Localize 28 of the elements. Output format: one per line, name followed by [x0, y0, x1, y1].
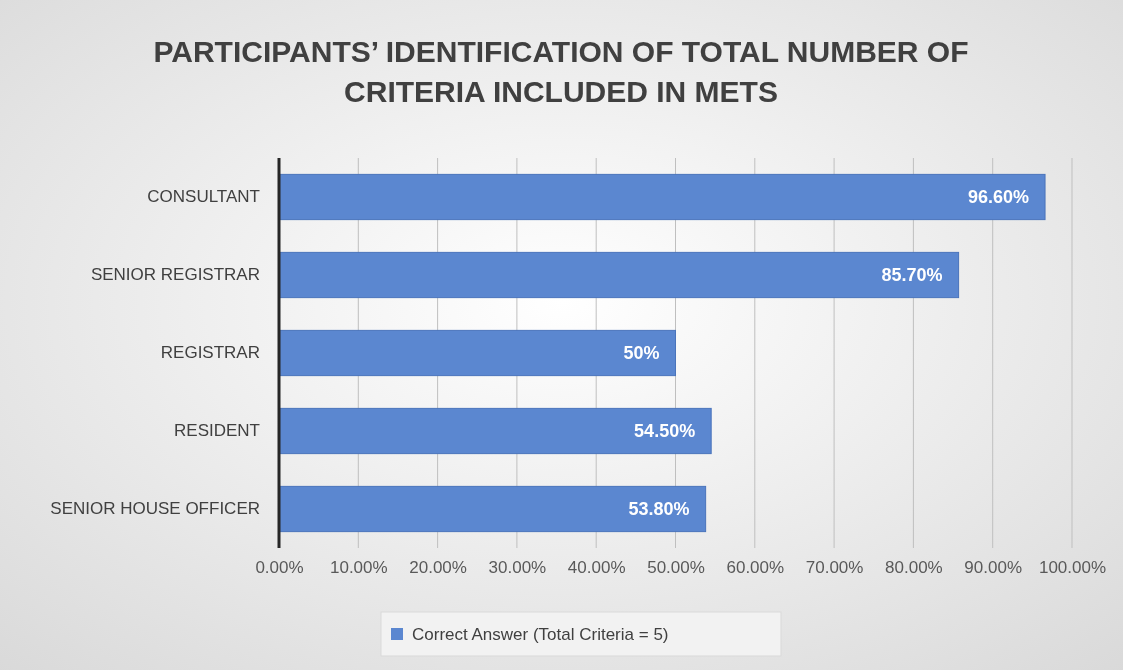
bar	[278, 251, 960, 299]
data-label: 50%	[623, 343, 660, 364]
x-tick-label: 10.00%	[329, 558, 388, 577]
y-tick-label: CONSULTANT	[147, 187, 260, 207]
bar	[278, 173, 1046, 221]
x-tick-label: 60.00%	[726, 558, 785, 577]
bar	[278, 329, 676, 377]
x-tick-label: 0.00%	[255, 558, 304, 577]
x-tick-label: 40.00%	[567, 558, 626, 577]
data-label: 96.60%	[967, 187, 1030, 208]
x-tick-label: 50.00%	[647, 558, 705, 577]
data-label: 85.70%	[881, 265, 943, 286]
bar	[278, 407, 712, 455]
data-label: 54.50%	[634, 421, 696, 442]
text: Correct Answer (Total Criteria = 5)	[412, 625, 669, 644]
y-tick-label: REGISTRAR	[160, 343, 260, 363]
y-tick-label: SENIOR HOUSE OFFICER	[50, 499, 260, 519]
x-tick-label: 80.00%	[885, 558, 943, 577]
data-label: 53.80%	[628, 499, 690, 520]
x-tick-label: 100.00%	[1038, 558, 1107, 577]
chart-title: PARTICIPANTS’ IDENTIFICATION OF TOTAL NUMBER OF CRITERIA INCLUDED IN METS	[153, 35, 969, 108]
x-tick-label: 90.00%	[964, 558, 1023, 577]
x-tick-label: 20.00%	[409, 558, 467, 577]
x-tick-label: 30.00%	[488, 558, 547, 577]
x-tick-label: 70.00%	[805, 558, 864, 577]
y-tick-label: RESIDENT	[174, 421, 260, 441]
y-tick-label: SENIOR REGISTRAR	[90, 265, 260, 285]
bar	[278, 485, 707, 533]
